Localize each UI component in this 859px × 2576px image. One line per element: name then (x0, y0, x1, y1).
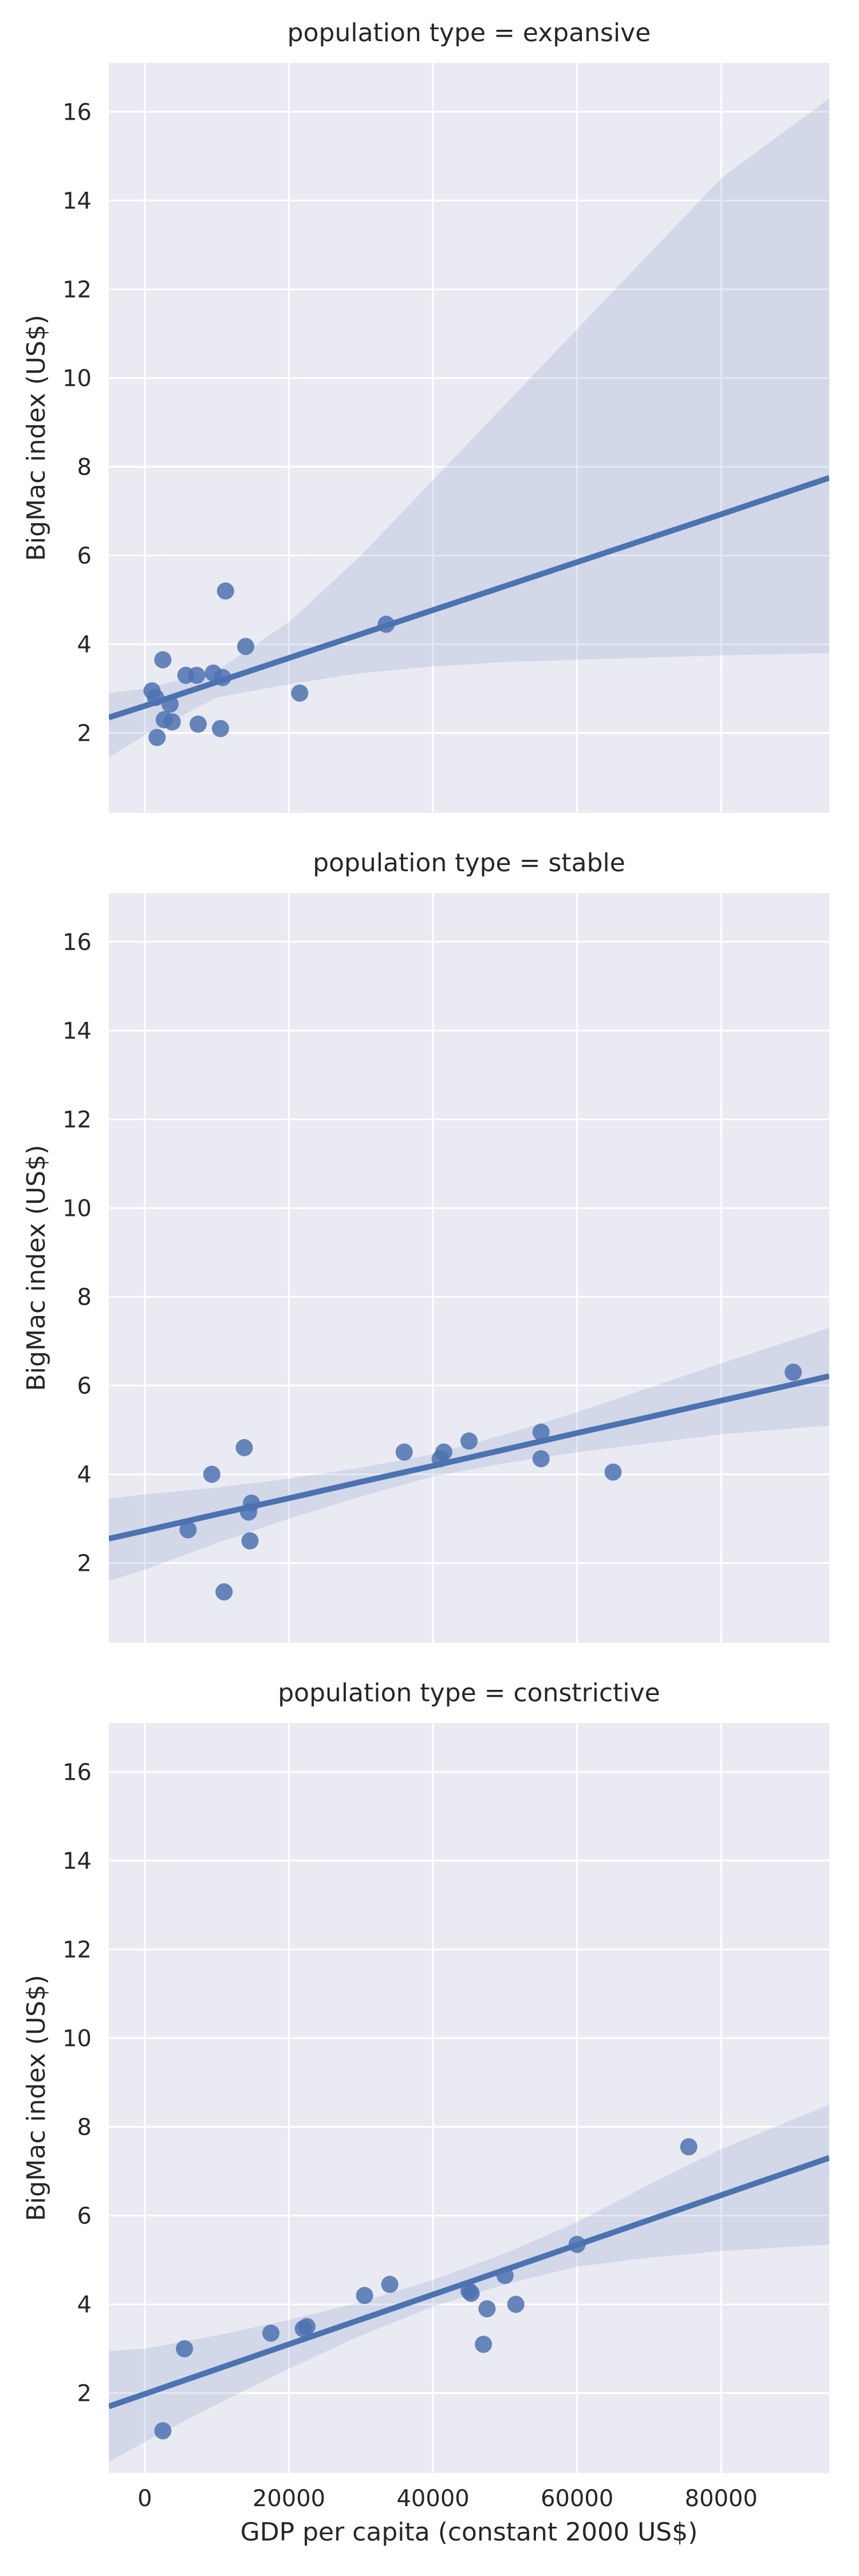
y-tick-label: 10 (62, 1195, 92, 1222)
y-tick-label: 10 (62, 2025, 92, 2052)
y-tick-label: 16 (62, 99, 92, 125)
panel-title: population type = expansive (287, 18, 651, 48)
data-point (216, 582, 234, 600)
facet-panel-2: 2 4 6 8 10 12 14 16 BigMac index (US$) population… (22, 848, 829, 1643)
data-point (154, 651, 172, 669)
data-point (298, 2318, 316, 2336)
y-tick-label: 6 (77, 1373, 92, 1399)
data-point (176, 2340, 194, 2357)
y-tick-label: 12 (62, 1937, 92, 1963)
panel-background (109, 1723, 829, 2473)
data-point (154, 2422, 172, 2440)
confidence-band (109, 1327, 829, 1581)
y-axis-title: BigMac index (US$) (22, 315, 51, 561)
data-point (147, 689, 164, 706)
data-point (214, 669, 231, 686)
data-point (478, 2300, 496, 2318)
data-point (496, 2267, 514, 2285)
y-tick-label: 16 (62, 1759, 92, 1785)
data-point (568, 2235, 586, 2253)
data-point (163, 713, 181, 731)
regression-line (109, 1373, 829, 1542)
facet-panel-3: 2 4 6 8 10 12 14 16 BigMac index (US$) population… (22, 1678, 829, 2547)
y-tick-label: 8 (77, 1284, 92, 1310)
x-tick-label: 0 (137, 2486, 152, 2512)
data-point (241, 1532, 259, 1550)
data-point (532, 1423, 550, 1441)
data-point (680, 2138, 698, 2156)
data-point (189, 715, 207, 733)
data-point (215, 1583, 233, 1601)
data-point (460, 1432, 478, 1450)
panel-title: population type = stable (313, 848, 625, 878)
y-tick-label: 16 (62, 929, 92, 955)
data-point (532, 1450, 550, 1468)
data-point (785, 1364, 802, 1381)
y-axis-title: BigMac index (US$) (22, 1145, 51, 1391)
data-point (395, 1443, 413, 1461)
data-point (507, 2296, 525, 2313)
y-tick-label: 4 (77, 631, 92, 658)
data-point (188, 666, 206, 684)
data-point (262, 2324, 280, 2342)
y-tick-label: 4 (77, 1461, 92, 1488)
x-tick-label: 80000 (685, 2486, 758, 2512)
data-point (377, 615, 395, 633)
y-tick-label: 4 (77, 2291, 92, 2318)
y-tick-label: 12 (62, 1107, 92, 1133)
data-point (235, 1439, 253, 1456)
data-point (356, 2286, 373, 2304)
data-point (161, 696, 179, 713)
confidence-band (109, 98, 829, 758)
x-tick-label: 20000 (253, 2486, 325, 2512)
y-tick-label: 10 (62, 365, 92, 392)
regression-line (109, 2155, 829, 2409)
data-point (179, 1521, 197, 1539)
y-tick-label: 12 (62, 276, 92, 303)
data-point (435, 1443, 452, 1461)
data-point (291, 684, 309, 702)
panel-background (109, 893, 829, 1643)
y-tick-label: 8 (77, 2114, 92, 2140)
data-point (211, 720, 229, 737)
facet-panel-1: 2 4 6 8 10 12 14 16 BigMac index (US$) population… (22, 18, 829, 813)
panel-title: population type = constrictive (278, 1678, 660, 1708)
data-point (243, 1494, 261, 1512)
data-point (203, 1465, 220, 1483)
panel-background (109, 63, 829, 813)
y-tick-label: 2 (77, 720, 92, 746)
x-tick-label: 60000 (541, 2486, 613, 2512)
data-point (237, 638, 255, 655)
data-point (475, 2336, 492, 2353)
x-axis-title: GDP per capita (constant 2000 US$) (241, 2518, 698, 2547)
x-tick-label: 40000 (396, 2486, 469, 2512)
data-point (462, 2285, 480, 2302)
data-point (148, 729, 166, 746)
y-tick-label: 2 (77, 1550, 92, 1577)
y-tick-label: 14 (62, 1848, 92, 1874)
y-tick-label: 8 (77, 454, 92, 480)
data-point (604, 1463, 622, 1481)
y-axis-title: BigMac index (US$) (22, 1975, 51, 2221)
y-tick-label: 2 (77, 2380, 92, 2407)
y-tick-label: 6 (77, 2203, 92, 2229)
y-tick-label: 14 (62, 1018, 92, 1044)
y-tick-label: 14 (62, 188, 92, 214)
y-tick-label: 6 (77, 543, 92, 569)
data-point (381, 2275, 399, 2293)
regression-line (109, 475, 829, 721)
